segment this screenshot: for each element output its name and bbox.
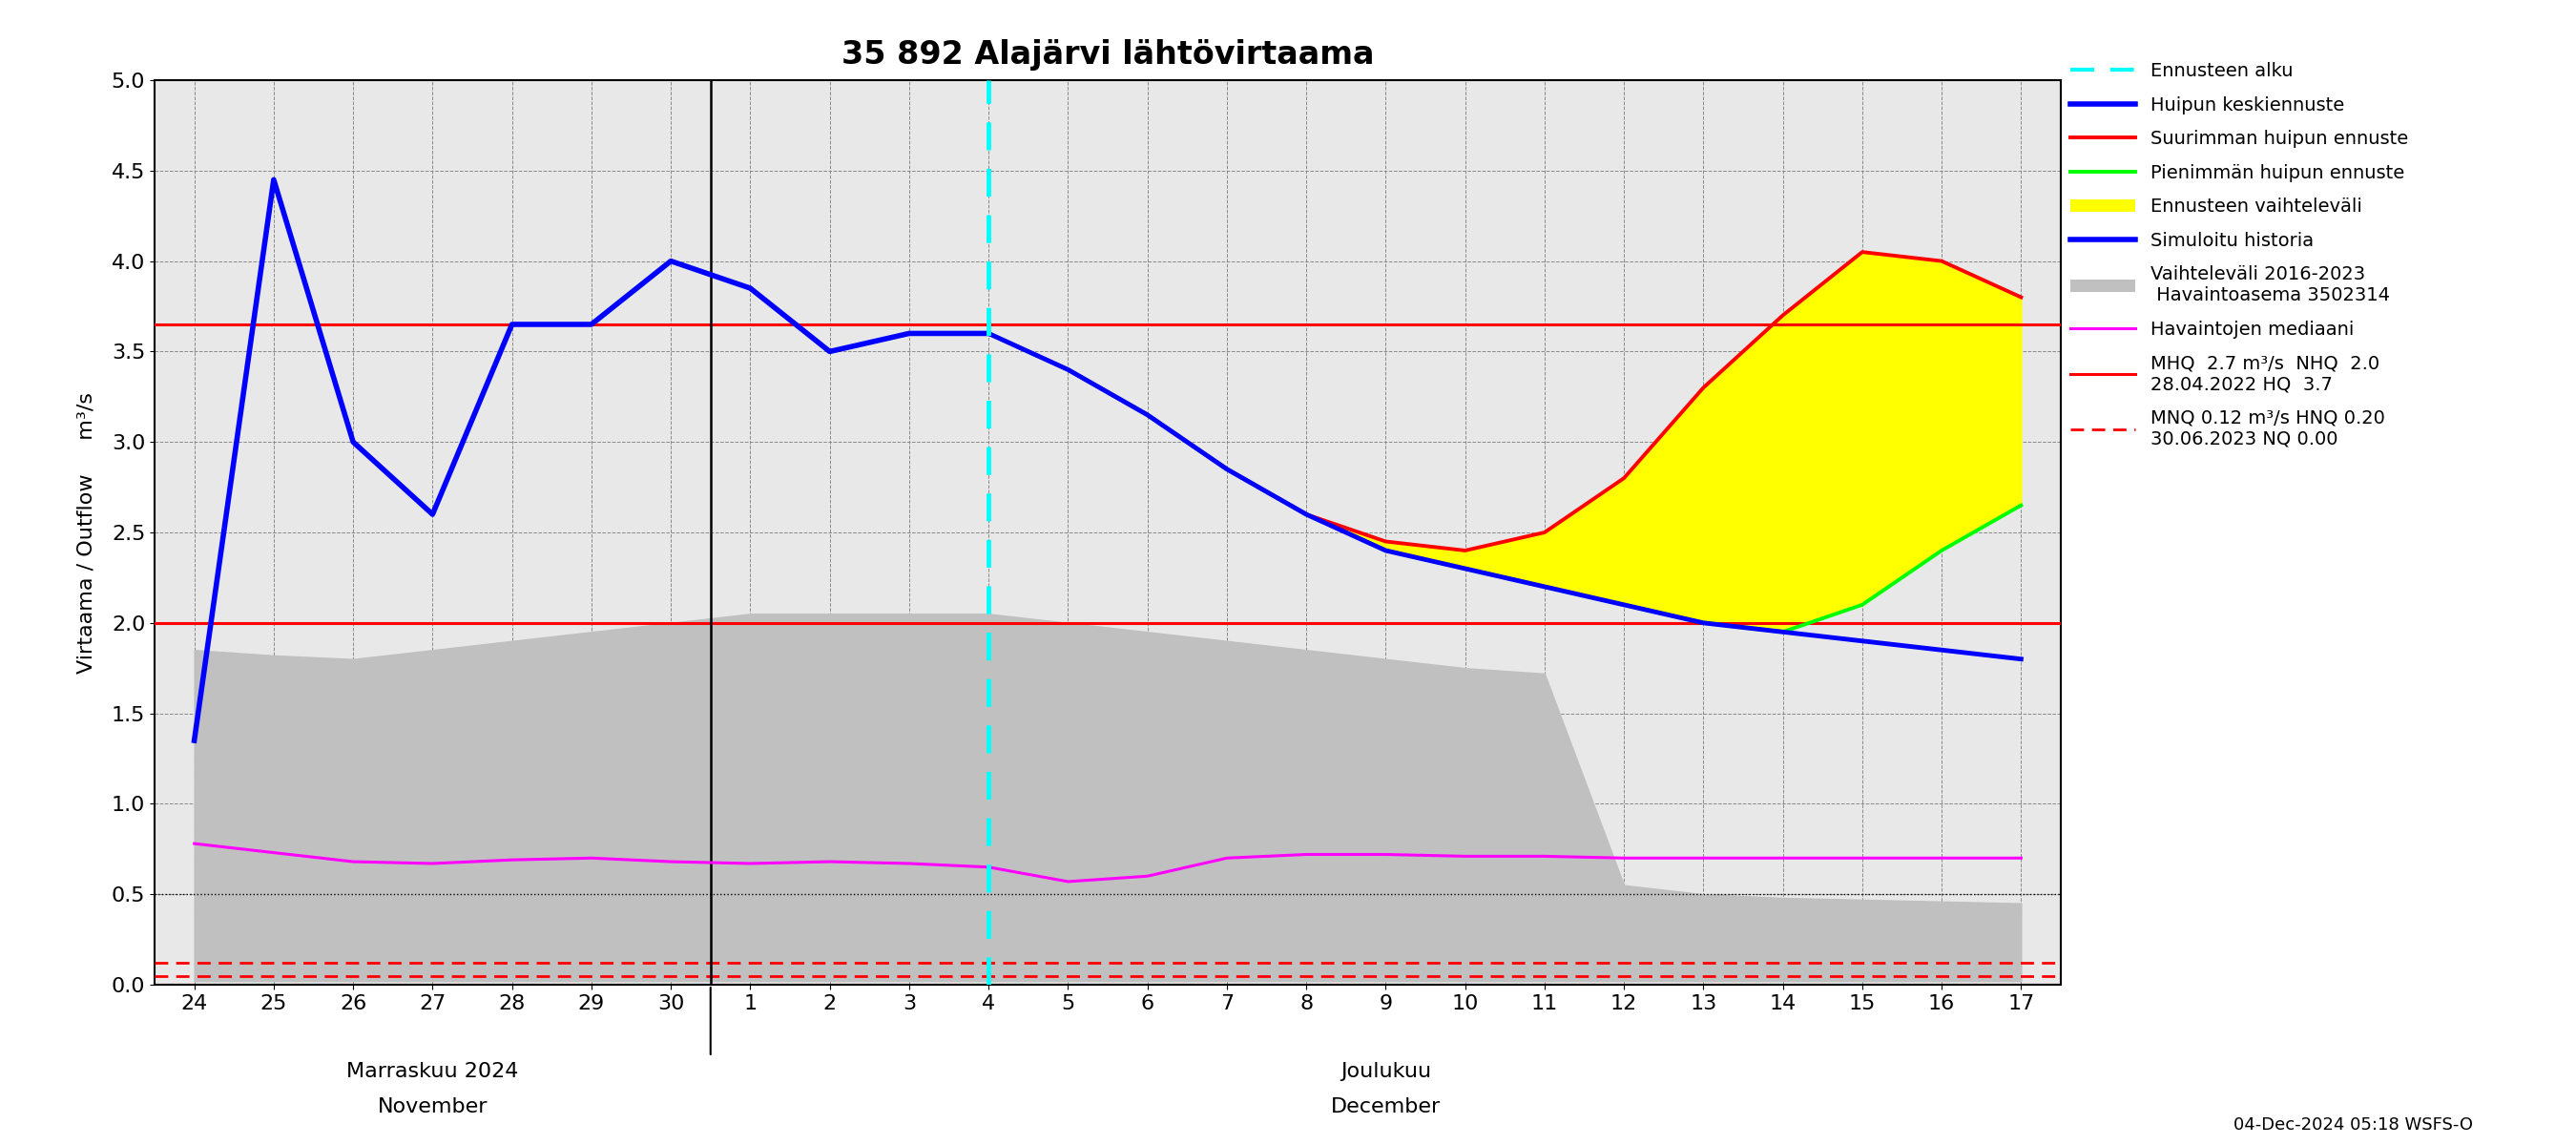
Text: November: November	[379, 1098, 487, 1116]
Text: December: December	[1332, 1098, 1440, 1116]
Legend: Ennusteen alku, Huipun keskiennuste, Suurimman huipun ennuste, Pienimmän huipun : Ennusteen alku, Huipun keskiennuste, Suu…	[2071, 62, 2409, 448]
Text: Joulukuu: Joulukuu	[1340, 1061, 1432, 1081]
Text: 04-Dec-2024 05:18 WSFS-O: 04-Dec-2024 05:18 WSFS-O	[2233, 1116, 2473, 1134]
Text: Marraskuu 2024: Marraskuu 2024	[348, 1061, 518, 1081]
Y-axis label: Virtaama / Outflow     m³/s: Virtaama / Outflow m³/s	[77, 392, 95, 673]
Title: 35 892 Alajärvi lähtövirtaama: 35 892 Alajärvi lähtövirtaama	[842, 39, 1373, 71]
